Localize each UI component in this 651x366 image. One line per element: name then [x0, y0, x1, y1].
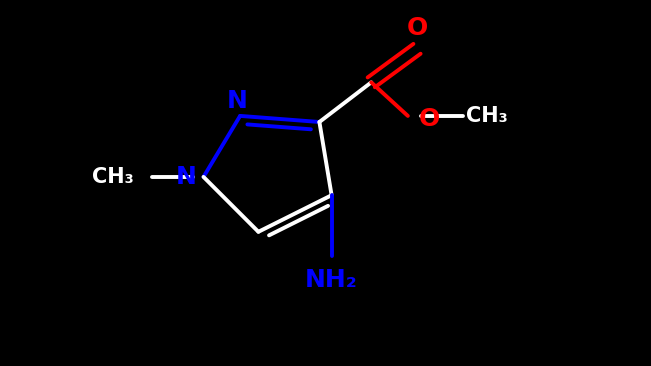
Text: CH₃: CH₃	[92, 167, 133, 187]
Text: O: O	[406, 16, 428, 40]
Text: CH₃: CH₃	[466, 106, 508, 126]
Text: O: O	[419, 107, 440, 131]
Text: N: N	[176, 165, 197, 189]
Text: N: N	[227, 89, 247, 113]
Text: NH₂: NH₂	[305, 268, 358, 292]
